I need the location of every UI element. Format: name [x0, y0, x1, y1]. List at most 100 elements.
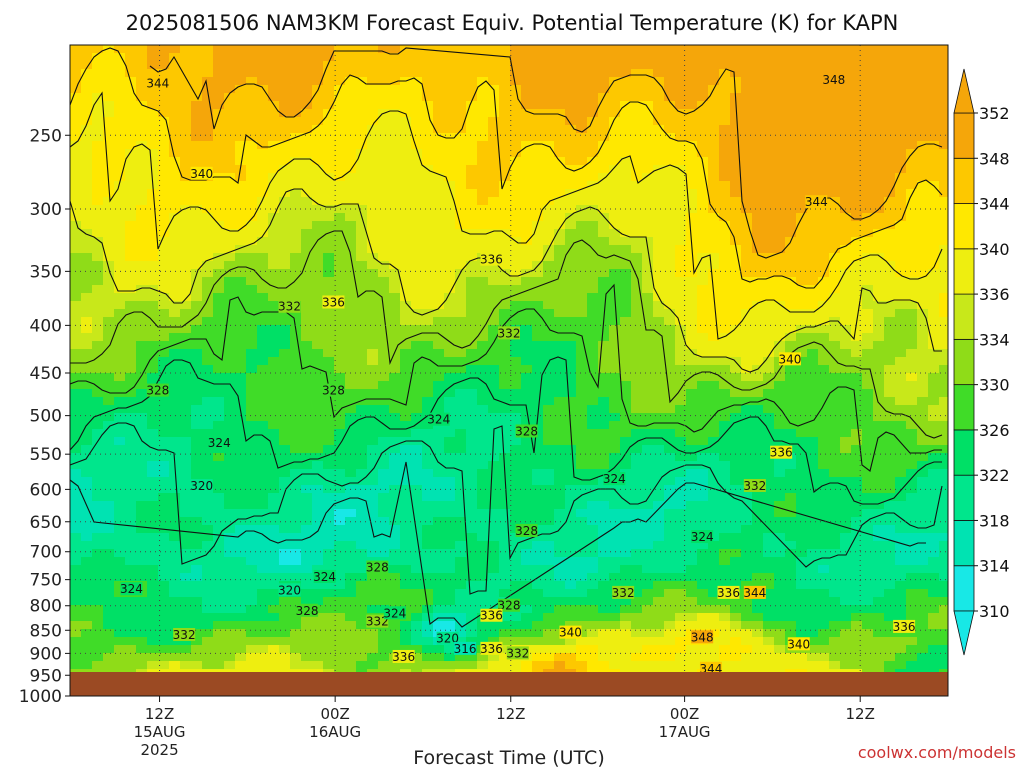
contour-label: 348: [691, 630, 714, 644]
contour-label-bg: [322, 295, 345, 309]
x-tick-year: 2025: [140, 741, 178, 759]
contour-label-bg: [498, 598, 520, 612]
y-tick-label: 550: [30, 445, 62, 465]
plot-frame: [69, 44, 949, 697]
contour-label: 320: [436, 632, 459, 646]
contour-label: 332: [506, 646, 529, 660]
contour-label: 332: [612, 586, 635, 600]
contour-label: 328: [498, 599, 521, 613]
contour-label-bg: [770, 445, 793, 459]
contour-label-bg: [805, 195, 828, 209]
contour-label: 332: [498, 326, 521, 340]
contour-label-bg: [383, 606, 406, 620]
contour-label: 328: [296, 604, 319, 618]
y-tick-label: 800: [30, 597, 62, 617]
contour-label-bg: [278, 299, 301, 313]
contour-336: [70, 188, 942, 373]
y-tick-label: 600: [30, 480, 62, 500]
contour-label-bg: [146, 76, 169, 90]
colorbar-segment: [953, 520, 975, 567]
contour-label-bg: [120, 582, 143, 596]
contour-label: 332: [743, 479, 766, 493]
ground-layer: [70, 672, 948, 696]
contour-label-bg: [743, 585, 766, 599]
colorbar-label: 348: [979, 149, 1010, 168]
contour-label: 324: [427, 413, 450, 427]
colorbar-top-arrow: [953, 68, 975, 114]
contour-label: 320: [190, 479, 213, 493]
contour-label-bg: [454, 641, 477, 655]
contour-label-bg: [498, 326, 520, 340]
colorbar-label: 352: [979, 104, 1010, 123]
contour-label: 344: [743, 586, 766, 600]
grid-lines: [70, 45, 948, 697]
y-tick-label: 850: [30, 621, 62, 641]
credit-text[interactable]: coolwx.com/models: [858, 743, 1016, 762]
colorbar-label: 310: [979, 602, 1010, 621]
colorbar-label: 318: [979, 511, 1010, 530]
contour-label-bg: [743, 478, 766, 492]
contour-label: 336: [392, 650, 415, 664]
contour-label-bg: [778, 352, 801, 366]
y-tick-label: 700: [30, 543, 62, 563]
contour-320: [70, 422, 943, 595]
contour-label: 336: [770, 446, 793, 460]
y-tick-label: 250: [30, 126, 62, 146]
y-tick-label: 500: [30, 407, 62, 427]
contour-332: [70, 230, 943, 439]
contour-340: [70, 91, 943, 340]
contour-label-bg: [822, 72, 845, 86]
contour-label: 328: [366, 561, 389, 575]
contour-label: 336: [480, 609, 503, 623]
x-tick-time: 00Z: [320, 705, 349, 723]
contour-label: 336: [893, 620, 916, 634]
contour-label: 328: [146, 384, 169, 398]
chart-title: 2025081506 NAM3KM Forecast Equiv. Potent…: [126, 11, 899, 35]
contour-label-bg: [515, 424, 538, 438]
contour-label-bg: [506, 646, 529, 660]
y-tick-label: 950: [30, 666, 62, 686]
colorbar-segment: [953, 157, 975, 204]
contour-label-bg: [480, 252, 503, 266]
contour-label: 336: [717, 586, 740, 600]
colorbar-label: 340: [979, 240, 1010, 259]
colorbar-segment: [953, 565, 975, 612]
contour-label: 340: [559, 626, 582, 640]
contour-label: 324: [208, 436, 231, 450]
contour-label: 328: [515, 424, 538, 438]
contour-label-bg: [691, 630, 714, 644]
contour-label: 324: [691, 530, 714, 544]
x-tick-date: 17AUG: [659, 723, 711, 741]
colorbar-label: 326: [979, 421, 1010, 440]
contour-label-bg: [313, 569, 336, 583]
contour-label: 324: [313, 570, 336, 584]
contour-label: 340: [779, 352, 802, 366]
contour-label-bg: [366, 560, 389, 574]
y-tick-label: 400: [30, 316, 62, 336]
contour-label-bg: [787, 637, 810, 651]
contour-label: 324: [120, 582, 143, 596]
contour-label-bg: [893, 619, 916, 633]
contour-label: 316: [454, 642, 477, 656]
contour-label: 336: [480, 253, 503, 267]
x-tick-date: 16AUG: [309, 723, 361, 741]
x-axis-label: Forecast Time (UTC): [413, 747, 604, 768]
contour-label-bg: [392, 649, 415, 663]
contour-label: 340: [190, 167, 213, 181]
x-tick-date: 15AUG: [134, 723, 186, 741]
contour-label-bg: [322, 383, 345, 397]
y-tick-label: 650: [30, 513, 62, 533]
contour-label: 336: [322, 295, 345, 309]
x-tick-time: 12Z: [145, 705, 174, 723]
temperature-field: [70, 45, 948, 672]
contour-label: 348: [822, 73, 845, 87]
contour-label-bg: [480, 608, 503, 622]
contour-label: 324: [603, 472, 626, 486]
contour-label-bg: [427, 412, 450, 426]
contour-label-bg: [603, 472, 626, 486]
y-tick-label: 750: [30, 571, 62, 591]
contour-label-bg: [436, 631, 459, 645]
contour-label: 332: [173, 628, 196, 642]
y-tick-label: 450: [30, 364, 62, 384]
